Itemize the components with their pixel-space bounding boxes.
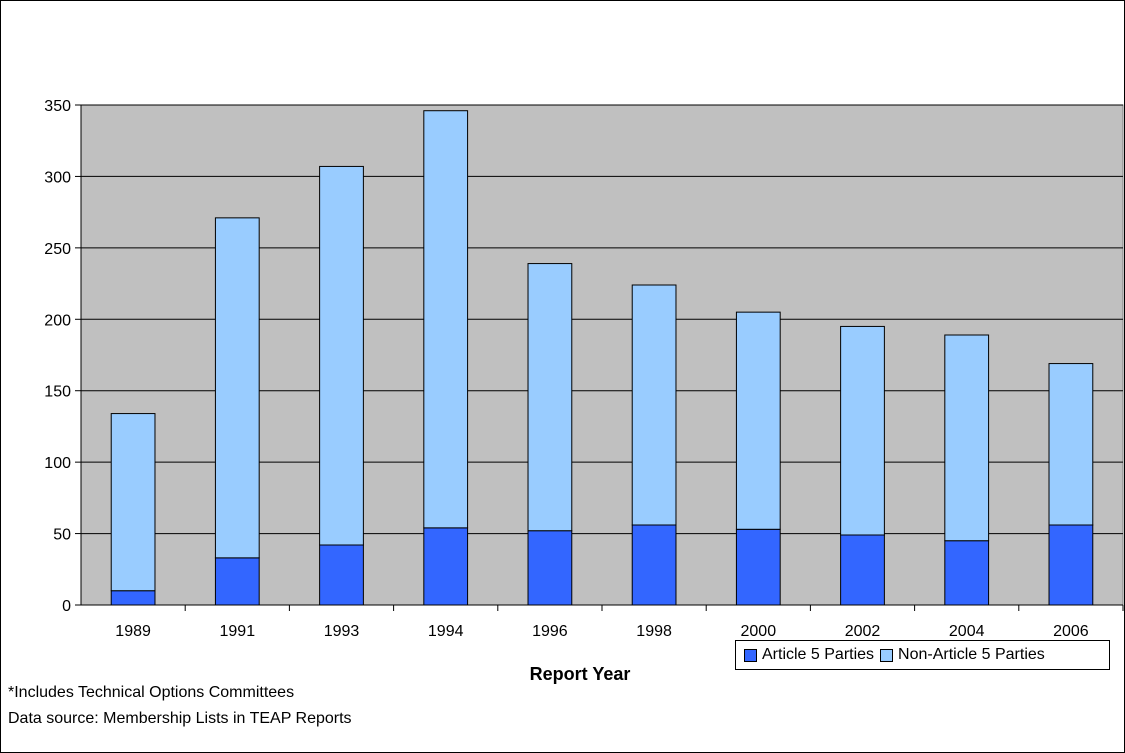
- y-tick-label: 350: [44, 98, 71, 115]
- bar-non-article-5-2006: [1048, 363, 1094, 526]
- bar-article-5-1991: [214, 557, 260, 606]
- bar-article-5-1998: [631, 524, 677, 606]
- y-tick-label: 50: [53, 527, 71, 544]
- y-tick-label: 200: [44, 312, 71, 329]
- x-tick-label: 2006: [1053, 623, 1089, 640]
- x-tick-label: 1991: [220, 623, 256, 640]
- bar-non-article-5-1991: [214, 217, 260, 559]
- bar-non-article-5-1996: [527, 263, 573, 532]
- x-tick-label: 2002: [845, 623, 881, 640]
- legend-item-article-5: Article 5 Parties: [744, 646, 874, 664]
- bar-non-article-5-1994: [423, 110, 469, 529]
- bar-non-article-5-1989: [110, 413, 156, 592]
- x-tick-label: 2004: [949, 623, 985, 640]
- y-tick-label: 300: [44, 169, 71, 186]
- bars: [110, 110, 1094, 606]
- legend-swatch-non-article-5: [880, 648, 894, 662]
- bar-article-5-1994: [423, 527, 469, 606]
- bar-non-article-5-1998: [631, 284, 677, 526]
- x-tick-label: 1993: [324, 623, 360, 640]
- bar-non-article-5-2000: [735, 311, 781, 530]
- legend: Article 5 Parties Non-Article 5 Parties: [735, 640, 1110, 670]
- legend-label-non-article-5: Non-Article 5 Parties: [898, 646, 1045, 663]
- y-axis-ticks: 0 50 100 150 200 250 300 350: [44, 98, 81, 615]
- bar-non-article-5-2004: [944, 334, 990, 542]
- x-tick-label: 1994: [428, 623, 464, 640]
- y-tick-label: 0: [62, 598, 71, 615]
- bar-non-article-5-2002: [840, 325, 885, 536]
- data-source-text: Data source: Membership Lists in TEAP Re…: [8, 710, 352, 727]
- bar-article-5-2006: [1048, 524, 1094, 606]
- legend-label-article-5: Article 5 Parties: [762, 646, 875, 663]
- x-axis-title: Report Year: [530, 664, 631, 684]
- y-tick-label: 100: [44, 455, 71, 472]
- x-tick-label: 1998: [636, 623, 672, 640]
- bar-article-5-1996: [527, 530, 573, 606]
- x-axis-ticks: 1989 1991 1993 1994 1996 1998 2000 2002 2004 2006: [115, 605, 1124, 640]
- bar-article-5-1989: [110, 590, 156, 606]
- bar-article-5-2004: [944, 540, 990, 606]
- footnote-text: *Includes Technical Options Committees: [8, 684, 295, 701]
- x-tick-label: 1989: [115, 623, 151, 640]
- legend-item-non-article-5: Non-Article 5 Parties: [880, 646, 1045, 664]
- x-tick-label: 2000: [741, 623, 777, 640]
- bar-article-5-2002: [840, 534, 885, 606]
- bar-article-5-2000: [735, 528, 781, 606]
- bar-article-5-1993: [319, 544, 364, 606]
- legend-swatch-article-5: [744, 648, 757, 662]
- y-tick-label: 250: [44, 241, 71, 258]
- y-tick-label: 150: [44, 384, 71, 401]
- x-tick-label: 1996: [532, 623, 568, 640]
- bar-non-article-5-1993: [319, 165, 364, 546]
